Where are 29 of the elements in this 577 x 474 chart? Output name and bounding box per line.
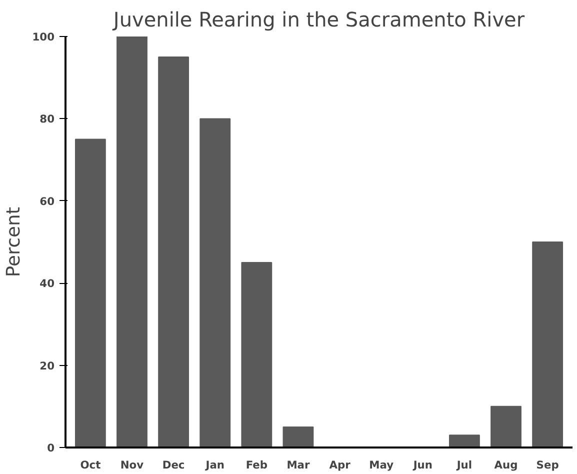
x-tick-label: Mar	[286, 458, 310, 472]
y-tick-label: 80	[40, 112, 55, 126]
x-tick-label: Oct	[80, 458, 101, 472]
x-tick-label: Jul	[456, 458, 472, 472]
x-tick-label: Dec	[162, 458, 185, 472]
bar	[282, 426, 314, 448]
bar	[158, 56, 190, 448]
x-tick-label: Nov	[120, 458, 144, 472]
bar	[532, 242, 564, 448]
x-tick-label: Sep	[536, 458, 560, 472]
bar	[74, 138, 106, 448]
x-tick-label: Feb	[246, 458, 268, 472]
x-tick-label: Aug	[494, 458, 518, 472]
y-tick-label: 20	[40, 359, 55, 372]
bar	[116, 36, 148, 448]
x-tick-label: Apr	[329, 458, 352, 472]
x-tick-label: Jun	[412, 458, 432, 472]
bar	[241, 262, 272, 448]
bar	[200, 118, 231, 448]
y-axis-title: Percent	[3, 206, 24, 278]
chart-title: Juvenile Rearing in the Sacramento River	[111, 8, 526, 32]
y-tick-label: 100	[32, 30, 55, 44]
x-tick-label: May	[369, 458, 394, 472]
y-tick-label: 40	[40, 277, 55, 290]
y-tick-label: 60	[40, 194, 55, 208]
bar	[490, 406, 522, 448]
bar	[448, 434, 480, 448]
x-tick-label: Jan	[204, 458, 224, 472]
y-tick-label: 0	[47, 442, 55, 454]
